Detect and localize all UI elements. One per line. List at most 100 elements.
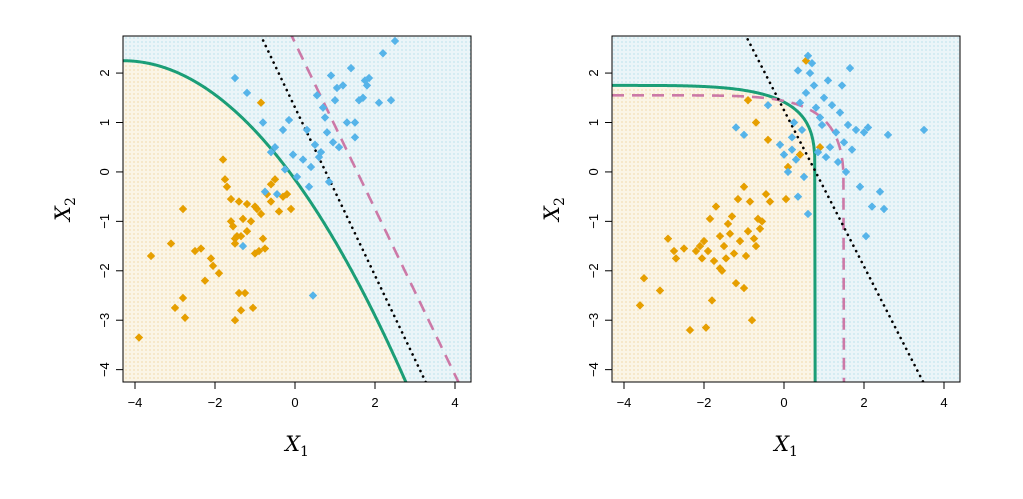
blue-point	[374, 98, 384, 107]
orange-point	[134, 333, 144, 342]
decision-boundaries	[123, 36, 460, 382]
orange-point	[711, 202, 721, 211]
blue-point	[815, 113, 825, 122]
orange-point	[254, 246, 264, 256]
y-tick-label: 2	[586, 69, 601, 76]
orange-point	[240, 288, 250, 298]
blue-point	[867, 202, 877, 211]
blue-point	[799, 172, 809, 182]
decision-boundaries	[612, 36, 925, 382]
blue-point	[310, 140, 320, 149]
orange-point	[278, 192, 288, 201]
x-axis-title: X1	[283, 432, 309, 460]
orange-point	[250, 202, 260, 211]
blue-point	[831, 128, 841, 137]
orange-point	[725, 229, 735, 238]
orange-point	[266, 180, 276, 189]
orange-point	[230, 239, 240, 248]
blue-point	[362, 81, 372, 90]
orange-point	[146, 251, 156, 261]
y-axis-title: X2	[51, 197, 79, 223]
blue-point	[821, 152, 831, 162]
y-tick-label: 2	[97, 69, 112, 76]
x-tick-label: −2	[208, 395, 223, 410]
orange-point	[166, 239, 176, 248]
orange-point	[208, 261, 218, 271]
blue-point	[793, 192, 803, 201]
blue-point	[378, 49, 388, 58]
y-tick-label: 1	[586, 119, 601, 126]
blue-point	[787, 145, 797, 154]
orange-point	[731, 278, 741, 288]
orange-point	[745, 197, 755, 206]
orange-point	[200, 276, 210, 285]
blue-point	[787, 133, 797, 142]
blue-point	[845, 63, 855, 73]
model-boundary	[290, 36, 460, 382]
orange-point	[256, 209, 266, 219]
blue-point	[833, 157, 843, 167]
blue-point	[350, 133, 360, 142]
blue-point	[292, 172, 302, 182]
bayes-boundary	[259, 36, 428, 382]
blue-point	[843, 120, 853, 130]
blue-point	[342, 118, 352, 127]
blue-point	[304, 182, 314, 191]
orange-point	[238, 214, 248, 224]
y-tick-label: −3	[97, 313, 112, 328]
orange-point	[727, 212, 737, 221]
orange-point	[256, 98, 266, 107]
y-axis-title: X2	[540, 197, 568, 223]
bayes-boundary	[744, 36, 925, 382]
orange-point	[695, 241, 705, 251]
y-tick-label: 0	[97, 168, 112, 175]
blue-point	[266, 147, 276, 157]
orange-point	[705, 214, 715, 224]
blue-point	[386, 96, 396, 105]
orange-point	[757, 217, 767, 226]
blue-point	[823, 76, 833, 85]
orange-point	[248, 303, 258, 313]
left-panel: −4 −2 0 2 4 −4 −3 −2 −1 0 1 2 X1 X2	[51, 35, 472, 460]
blue-point	[811, 103, 821, 112]
orange-point	[236, 231, 246, 241]
blue-point	[390, 36, 400, 46]
blue-point	[789, 118, 799, 127]
x-axis: −4 −2 0 2 4	[128, 382, 459, 410]
orange-point	[729, 249, 739, 258]
region-orange	[612, 85, 960, 382]
blue-point	[731, 123, 741, 132]
orange-point	[663, 234, 673, 243]
orange-point	[286, 204, 296, 214]
orange-point	[709, 256, 719, 266]
blue-point	[803, 209, 813, 219]
x-tick-label: −2	[697, 395, 712, 410]
y-tick-label: −1	[586, 214, 601, 229]
orange-point	[671, 254, 681, 263]
orange-point	[703, 246, 713, 256]
orange-point	[258, 234, 268, 243]
blue-point	[919, 125, 929, 135]
orange-point	[260, 244, 270, 253]
blue-point	[358, 93, 368, 102]
blue-point	[827, 101, 837, 110]
blue-point	[272, 189, 282, 199]
orange-point	[697, 254, 707, 263]
orange-point	[226, 194, 236, 204]
y-tick-label: −3	[586, 313, 601, 328]
orange-point	[178, 293, 188, 303]
orange-point	[743, 96, 753, 105]
orange-point	[739, 283, 749, 293]
orange-point	[783, 162, 793, 172]
blue-point	[791, 155, 801, 164]
orange-point	[741, 251, 751, 261]
blue-point	[318, 103, 328, 112]
data-points	[635, 51, 929, 335]
x-tick-label: 0	[780, 395, 787, 410]
blue-point	[813, 147, 823, 157]
blue-point	[809, 81, 819, 90]
orange-point	[751, 241, 761, 251]
orange-point	[214, 269, 224, 278]
orange-point	[715, 231, 725, 241]
orange-point	[721, 254, 731, 263]
